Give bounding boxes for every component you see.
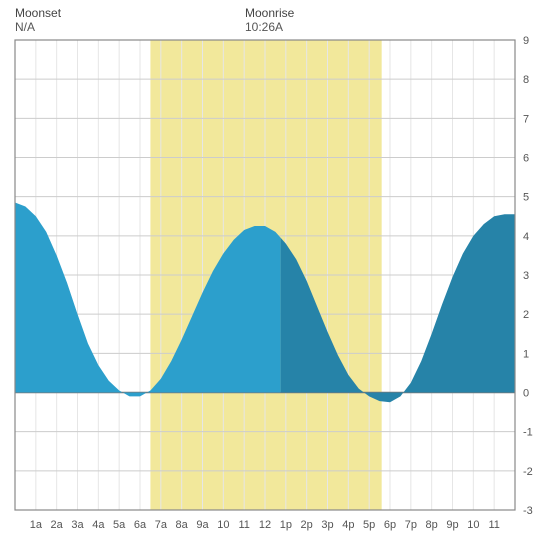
- svg-text:6: 6: [523, 153, 529, 165]
- svg-text:7: 7: [523, 113, 529, 125]
- svg-text:4p: 4p: [342, 519, 354, 531]
- svg-text:7a: 7a: [155, 519, 168, 531]
- svg-text:10: 10: [467, 519, 479, 531]
- svg-text:3: 3: [523, 270, 529, 282]
- svg-text:2p: 2p: [301, 519, 313, 531]
- svg-text:11: 11: [238, 519, 249, 531]
- svg-text:9: 9: [523, 35, 529, 47]
- svg-text:1a: 1a: [30, 519, 43, 531]
- svg-text:-1: -1: [523, 427, 533, 439]
- svg-text:2a: 2a: [51, 519, 64, 531]
- moonset-value: N/A: [15, 20, 61, 34]
- svg-text:9p: 9p: [446, 519, 458, 531]
- svg-text:5: 5: [523, 192, 529, 204]
- svg-text:7p: 7p: [405, 519, 417, 531]
- svg-text:12: 12: [259, 519, 271, 531]
- svg-text:1: 1: [523, 348, 529, 360]
- svg-text:8: 8: [523, 74, 529, 86]
- svg-text:9a: 9a: [196, 519, 209, 531]
- svg-text:0: 0: [523, 388, 529, 400]
- svg-text:-2: -2: [523, 466, 533, 478]
- svg-text:6a: 6a: [134, 519, 147, 531]
- svg-text:6p: 6p: [384, 519, 396, 531]
- svg-text:11: 11: [488, 519, 499, 531]
- svg-text:4a: 4a: [92, 519, 105, 531]
- moonrise-value: 10:26A: [245, 20, 294, 34]
- svg-text:1p: 1p: [280, 519, 292, 531]
- moonset-header: Moonset N/A: [15, 6, 61, 35]
- svg-text:5a: 5a: [113, 519, 126, 531]
- svg-text:8a: 8a: [176, 519, 189, 531]
- svg-text:8p: 8p: [426, 519, 438, 531]
- moonrise-label: Moonrise: [245, 6, 294, 20]
- chart-canvas: -3-2-101234567891a2a3a4a5a6a7a8a9a101112…: [0, 0, 550, 550]
- svg-text:10: 10: [217, 519, 229, 531]
- svg-text:3p: 3p: [321, 519, 333, 531]
- moonrise-header: Moonrise 10:26A: [245, 6, 294, 35]
- tide-chart: Moonset N/A Moonrise 10:26A -3-2-1012345…: [0, 0, 550, 550]
- svg-text:2: 2: [523, 309, 529, 321]
- svg-text:5p: 5p: [363, 519, 375, 531]
- moonset-label: Moonset: [15, 6, 61, 20]
- svg-text:-3: -3: [523, 505, 533, 517]
- svg-text:3a: 3a: [71, 519, 84, 531]
- svg-text:4: 4: [523, 231, 529, 243]
